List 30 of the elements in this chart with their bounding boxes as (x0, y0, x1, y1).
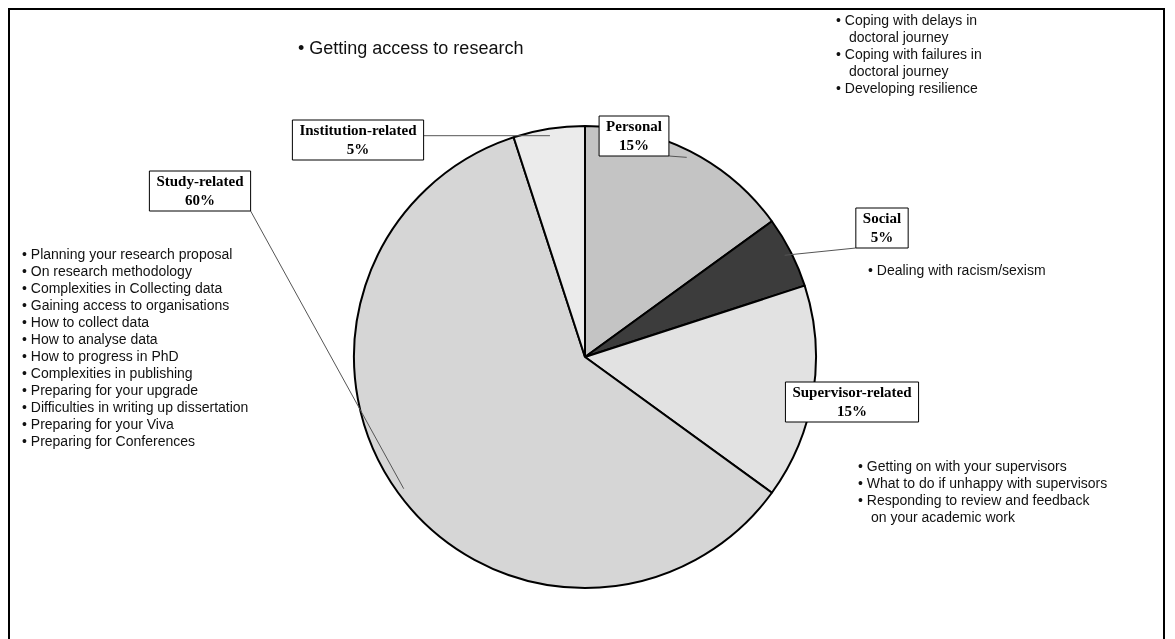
text: • Preparing for your upgrade (22, 382, 200, 399)
data-label: 15% (619, 136, 649, 153)
text: • On research methodology (22, 263, 193, 280)
data-label: 5% (870, 228, 894, 245)
text: • Responding to review and feedback on your academic work (858, 492, 1091, 526)
text: • How to collect data (22, 314, 151, 331)
text: • Complexities in Collecting data (22, 280, 224, 297)
text: • Complexities in publishing (22, 365, 194, 382)
text: • Coping with delays in doctoral journey (836, 12, 979, 46)
text: • Getting access to research (298, 38, 525, 59)
slice-label: Institution-related (299, 121, 418, 138)
slice-label: Supervisor-related (792, 383, 913, 400)
text: • Preparing for Conferences (22, 433, 196, 450)
slice-label: Personal (606, 117, 662, 134)
data-label: 15% (837, 402, 867, 419)
text: • Developing resilience (836, 80, 979, 97)
text: • Coping with failures in doctoral journey (836, 46, 983, 80)
text: • Gaining access to organisations (22, 297, 231, 314)
data-label: 60% (185, 191, 215, 208)
text: • How to analyse data (22, 331, 159, 348)
text: • Getting on with your supervisors (858, 458, 1068, 475)
text: • Preparing for your Viva (22, 416, 175, 433)
text: • Planning your research proposal (22, 246, 234, 263)
slice-label: Study-related (156, 172, 245, 189)
text: • Difficulties in writing up dissertation (22, 399, 250, 416)
slice-label: Social (862, 209, 902, 226)
text: • Dealing with racism/sexism (868, 262, 1047, 279)
text: • How to progress in PhD (22, 348, 180, 365)
data-label: 5% (346, 140, 370, 157)
text: • What to do if unhappy with supervisors (858, 475, 1108, 492)
